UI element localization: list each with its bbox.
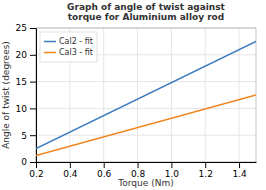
grid-line xyxy=(36,81,256,82)
x-tick-mark xyxy=(205,162,206,168)
y-tick-mark xyxy=(30,55,36,56)
legend-label: Cal2 - fit xyxy=(59,37,93,46)
y-axis: 0 5 10 15 20 25 xyxy=(16,23,37,167)
legend-key xyxy=(44,41,56,43)
y-tick: 0 xyxy=(21,157,36,167)
line xyxy=(36,95,256,156)
legend-label: Cal3 - fit xyxy=(59,48,93,57)
grid-line xyxy=(239,28,240,162)
x-tick-mark xyxy=(239,162,240,168)
x-tick-label: 0.2 xyxy=(29,169,43,179)
grid-line xyxy=(36,135,256,136)
x-tick-label: 1.2 xyxy=(199,169,213,179)
x-tick: 0.8 xyxy=(131,162,146,179)
plot: 0.2 0.4 0.6 0.8 1.0 1.2 1.4 0 5 10 15 20 25 Cal2 - fi… xyxy=(16,23,257,179)
x-axis-line xyxy=(37,162,257,163)
y-tick-label: 20 xyxy=(16,50,28,60)
title-line: torque for Aluminium alloy rod xyxy=(68,12,225,22)
grid-line xyxy=(36,108,256,109)
title: Graph of angle of twist againsttorque fo… xyxy=(67,2,226,22)
x-tick: 1.4 xyxy=(232,162,247,179)
y-tick: 10 xyxy=(16,104,36,114)
legend-box xyxy=(40,32,97,62)
y-tick-label: 0 xyxy=(21,157,27,167)
plot-frame xyxy=(36,28,256,162)
y-tick-mark xyxy=(30,82,36,83)
grid-line xyxy=(103,28,104,162)
legend-item: Cal3 - fit xyxy=(44,48,93,57)
chart: 0.2 0.4 0.6 0.8 1.0 1.2 1.4 0 5 10 15 20 25 Cal2 - fi… xyxy=(0,0,266,190)
grid-line xyxy=(36,28,37,162)
grid-line xyxy=(137,28,138,162)
x-tick: 1.0 xyxy=(165,162,180,179)
x-tick-mark xyxy=(104,162,105,168)
legend-item: Cal2 - fit xyxy=(44,37,93,46)
title-line: Graph of angle of twist against xyxy=(67,2,226,12)
grid-line xyxy=(36,162,256,163)
y-tick-mark xyxy=(30,162,36,163)
y-tick-label: 10 xyxy=(16,104,28,114)
y-tick-mark xyxy=(30,108,36,109)
x-tick-label: 1.4 xyxy=(232,169,247,179)
grid xyxy=(36,28,256,162)
y-axis-label: Angle of twist (degrees) xyxy=(1,41,11,149)
x-tick-mark xyxy=(70,162,71,168)
x-tick-label: 0.6 xyxy=(97,169,112,179)
x-tick-label: 0.4 xyxy=(63,169,78,179)
y-tick-mark xyxy=(30,28,36,29)
x-tick: 0.4 xyxy=(63,162,78,179)
y-tick: 5 xyxy=(21,131,36,141)
x-tick: 0.6 xyxy=(97,162,112,179)
legend-key xyxy=(44,52,56,54)
grid-line xyxy=(171,28,172,162)
y-tick: 20 xyxy=(16,50,36,60)
x-tick-mark xyxy=(171,162,172,168)
x-axis-label: Torque (Nm) xyxy=(117,178,173,188)
y-tick-label: 5 xyxy=(21,131,27,141)
x-tick-mark xyxy=(36,162,37,168)
y-tick: 25 xyxy=(16,23,36,33)
y-axis-line xyxy=(36,29,37,163)
x-tick: 1.2 xyxy=(199,162,213,179)
x-tick-mark xyxy=(138,162,139,168)
legend: Cal2 - fit Cal3 - fit xyxy=(40,32,97,62)
x-tick: 0.2 xyxy=(29,162,43,179)
grid-line xyxy=(205,28,206,162)
x-axis: 0.2 0.4 0.6 0.8 1.0 1.2 1.4 xyxy=(29,162,256,179)
y-tick-label: 15 xyxy=(16,77,27,87)
y-tick-mark xyxy=(30,135,36,136)
y-tick-label: 25 xyxy=(16,23,27,33)
y-tick: 15 xyxy=(16,77,36,87)
